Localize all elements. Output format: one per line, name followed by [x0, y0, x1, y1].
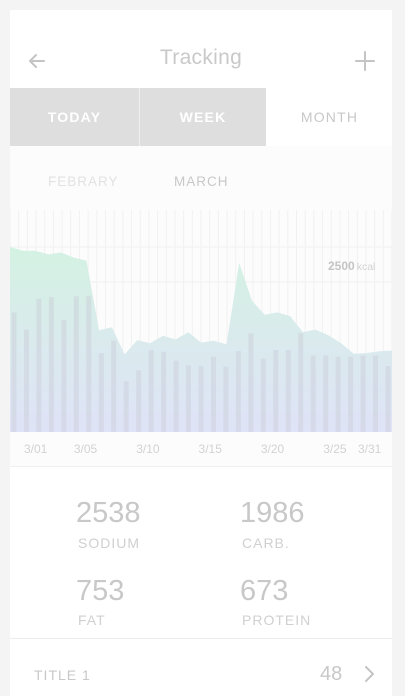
- x-tick-label: 3/10: [136, 442, 159, 456]
- list-item-value: 48: [320, 663, 342, 686]
- chart-bar: [149, 350, 154, 432]
- chart-bar: [136, 370, 141, 432]
- protein-label: PROTEIN: [242, 612, 311, 628]
- sodium-label: SODIUM: [78, 535, 140, 551]
- chart-bar: [161, 352, 166, 432]
- list-item-title: TITLE 1: [34, 667, 91, 683]
- period-tabs: TODAY WEEK MONTH: [10, 88, 392, 146]
- reference-label: 2500 kcal: [328, 259, 375, 273]
- x-tick-label: 3/25: [323, 442, 346, 456]
- x-tick-label: 3/15: [199, 442, 222, 456]
- chart-bar: [111, 341, 116, 432]
- chart-bar: [61, 320, 66, 432]
- chart-bar: [211, 357, 216, 432]
- chart-plot: [10, 210, 392, 442]
- fat-value: 753: [76, 575, 124, 608]
- chart-bar: [348, 357, 353, 432]
- chart-bar: [323, 356, 328, 433]
- x-tick-label: 3/05: [74, 442, 97, 456]
- x-tick-label: 3/20: [261, 442, 284, 456]
- x-tick-label: 3/01: [24, 442, 47, 456]
- chart-bar: [248, 333, 253, 432]
- chart-bar: [99, 353, 104, 432]
- chart-bar: [386, 366, 391, 432]
- protein-value: 673: [240, 575, 288, 608]
- tab-week[interactable]: WEEK: [139, 88, 266, 146]
- tracking-card: Tracking TODAY WEEK MONTH FEBRARY MARCH …: [10, 10, 392, 696]
- reference-unit: kcal: [357, 261, 376, 273]
- chart-bar: [49, 297, 54, 432]
- fat-label: FAT: [78, 612, 106, 628]
- month-prev[interactable]: FEBRARY: [48, 174, 119, 189]
- chart-bar: [124, 381, 129, 432]
- page-title: Tracking: [10, 46, 392, 70]
- carb-label: CARB.: [242, 535, 290, 551]
- chart-bar: [174, 361, 179, 433]
- chart-bar: [261, 359, 266, 432]
- x-axis-labels: 3/01 3/05 3/10 3/15 3/20 3/25 3/31: [10, 442, 392, 462]
- reference-value: 2500: [328, 259, 355, 273]
- chart-bar: [74, 296, 79, 432]
- chart-bar: [223, 367, 228, 432]
- sodium-value: 2538: [76, 497, 141, 530]
- carb-value: 1986: [240, 497, 305, 530]
- chart-bar: [36, 299, 41, 432]
- chart-bar: [311, 356, 316, 433]
- chevron-right-icon[interactable]: [362, 665, 376, 683]
- chart-bar: [273, 350, 278, 432]
- plus-icon[interactable]: [352, 48, 378, 74]
- month-selector: FEBRARY MARCH: [10, 146, 392, 210]
- chart-bar: [286, 350, 291, 432]
- chart-bar: [336, 357, 341, 432]
- x-tick-label: 3/31: [358, 442, 381, 456]
- chart-bar: [361, 356, 366, 433]
- calorie-chart: 2500 kcal 3/01 3/05 3/10 3/15 3/20 3/25 3/31: [10, 210, 392, 472]
- header: Tracking: [10, 10, 392, 88]
- chart-bar: [298, 333, 303, 432]
- month-current[interactable]: MARCH: [174, 174, 229, 189]
- tab-month[interactable]: MONTH: [266, 88, 392, 146]
- chart-bar: [24, 330, 29, 432]
- list-item[interactable]: TITLE 1 48: [10, 638, 392, 696]
- tab-today[interactable]: TODAY: [10, 88, 139, 146]
- chart-bar: [373, 356, 378, 433]
- chart-bar: [86, 296, 91, 432]
- chart-bar: [12, 312, 17, 432]
- chart-bar: [199, 366, 204, 432]
- nutrition-stats: 2538 SODIUM 1986 CARB. 753 FAT 673 PROTE…: [10, 466, 392, 639]
- chart-bar: [236, 351, 241, 432]
- chart-bar: [186, 365, 191, 432]
